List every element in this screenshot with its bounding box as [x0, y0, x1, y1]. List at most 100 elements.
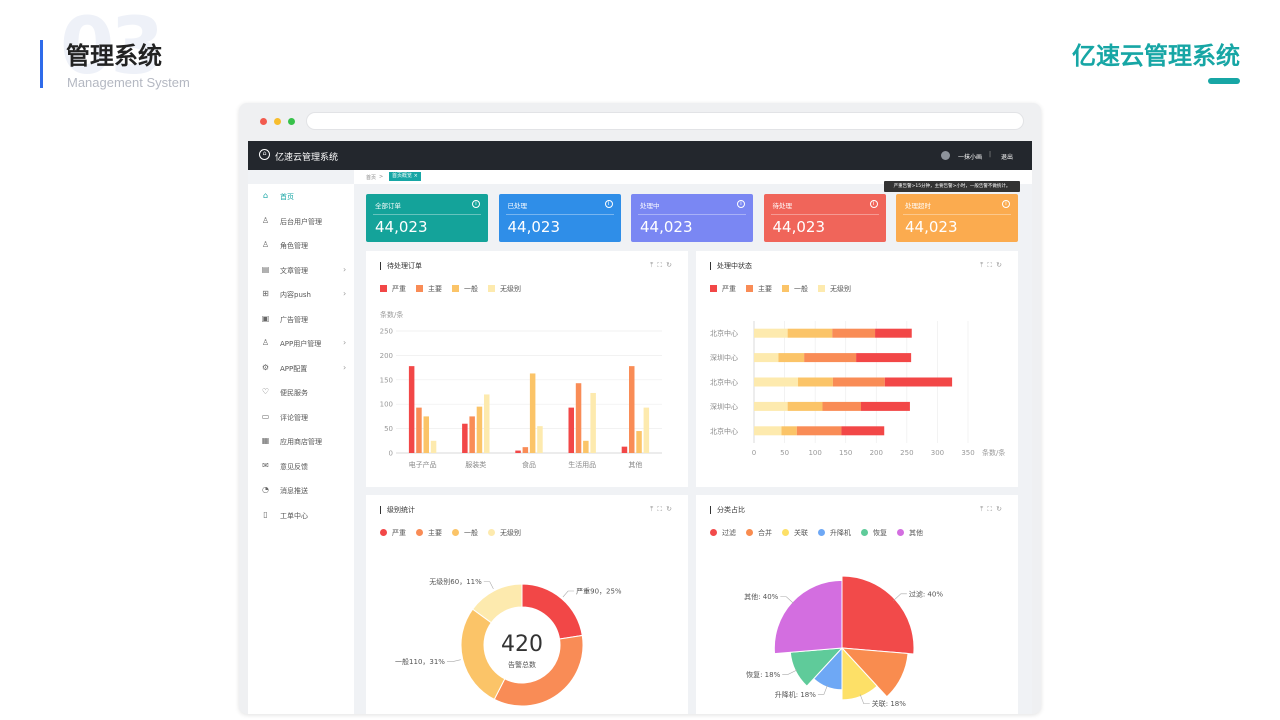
legend-item[interactable]: 过滤: [710, 528, 736, 538]
bar-segment: [832, 328, 876, 338]
sidebar-item[interactable]: ✉ 意见反馈: [248, 456, 354, 476]
chevron-right-icon: ›: [343, 338, 347, 347]
legend-item[interactable]: 一般: [782, 284, 808, 294]
legend-label: 严重: [722, 285, 736, 293]
legend-swatch: [380, 529, 387, 536]
panel-tools-icon[interactable]: ⤒⛶↻: [980, 505, 1006, 513]
legend-item[interactable]: 主要: [416, 528, 442, 538]
legend-swatch: [782, 285, 789, 292]
info-icon[interactable]: i: [1002, 200, 1010, 208]
sidebar-item[interactable]: ♡ 便民服务: [248, 382, 354, 402]
label-leader-line: [817, 684, 828, 695]
sidebar-item[interactable]: ▣ 广告管理: [248, 309, 354, 329]
legend-item[interactable]: 主要: [746, 284, 772, 294]
maximize-dot[interactable]: [288, 118, 295, 125]
y-tick-label: 深圳中心: [710, 353, 738, 362]
sidebar-item[interactable]: ♙ 角色管理: [248, 235, 354, 255]
label-leader-line: [893, 593, 907, 601]
panel-orders: 待处理订单 ⤒⛶↻ 严重 主要 一般 无级别 条数/条 0 50 100 150 200 250 电…: [366, 251, 688, 487]
slice-label: 恢复: 18%: [746, 670, 780, 679]
stat-card[interactable]: 待处理 i 44,023: [763, 194, 886, 242]
info-icon[interactable]: i: [472, 200, 480, 208]
bar: [636, 431, 642, 453]
y-tick-label: 150: [380, 376, 393, 384]
legend-item[interactable]: 严重: [380, 284, 406, 294]
stat-card[interactable]: 已处理 i 44,023: [498, 194, 621, 242]
stat-card-divider: [770, 214, 879, 215]
sidebar-item[interactable]: ⌂ 首页: [248, 186, 354, 206]
panel-tools-icon[interactable]: ⤒⛶↻: [980, 261, 1006, 269]
breadcrumb-home[interactable]: 首页: [366, 175, 377, 181]
sidebar-item[interactable]: ▤ 文章管理 ›: [248, 260, 354, 280]
info-icon[interactable]: i: [737, 200, 745, 208]
slice-label: 严重90，25%: [576, 588, 622, 596]
bar-segment: [781, 426, 797, 436]
legend-item[interactable]: 一般: [452, 528, 478, 538]
tab-close-icon[interactable]: ×: [413, 173, 418, 179]
tab-overview[interactable]: 首页概览 ×: [389, 172, 421, 181]
close-dot[interactable]: [260, 118, 267, 125]
sidebar-item-label: 评论管理: [280, 413, 308, 422]
info-icon[interactable]: i: [869, 200, 878, 208]
panel-status: 处理中状态 ⤒⛶↻ 严重 主要 一般 无级别 0 50 100 150 200 250 300 35…: [696, 251, 1018, 487]
sidebar-item[interactable]: ⚙ APP配置 ›: [248, 358, 354, 378]
minimize-dot[interactable]: [274, 118, 281, 125]
logout-link[interactable]: 退出: [1001, 154, 1014, 161]
bar: [469, 416, 475, 453]
bar-segment: [787, 401, 823, 411]
donut-slice: [460, 608, 506, 701]
avatar[interactable]: [941, 151, 950, 160]
legend-item[interactable]: 合并: [746, 528, 772, 538]
legend-item[interactable]: 恢复: [861, 528, 887, 538]
sidebar-item-label: APP用户管理: [280, 340, 322, 348]
slide-number-watermark: 03: [60, 2, 165, 92]
legend-label: 升降机: [830, 529, 851, 537]
sidebar-item[interactable]: ▯ 工单中心: [248, 505, 354, 525]
legend-item[interactable]: 升降机: [818, 528, 851, 538]
legend-item[interactable]: 无级别: [818, 284, 851, 294]
info-icon[interactable]: i: [604, 200, 613, 208]
legend-item[interactable]: 主要: [416, 284, 442, 294]
slice-label: 过滤: 40%: [909, 589, 943, 598]
legend-item[interactable]: 无级别: [488, 284, 521, 294]
bar-segment: [875, 328, 912, 338]
stat-card[interactable]: 处理中 i 44,023: [631, 194, 753, 242]
levels-legend: 严重 主要 一般 无级别: [380, 528, 531, 538]
sidebar-item[interactable]: ⊞ 内容push ›: [248, 284, 354, 304]
address-bar[interactable]: [306, 112, 1024, 130]
x-tick-label: 其他: [628, 460, 642, 469]
bar: [537, 426, 543, 453]
panel-tools-icon[interactable]: ⤒⛶↻: [650, 505, 676, 513]
legend-swatch: [416, 529, 423, 536]
sidebar-item[interactable]: ◔ 消息推送: [248, 480, 354, 500]
sidebar-item[interactable]: ♙ APP用户管理 ›: [248, 333, 354, 353]
user-name[interactable]: 一抹小画: [958, 154, 983, 161]
app-user-icon: ♙: [261, 338, 270, 347]
legend-swatch: [488, 529, 495, 536]
sidebar-item[interactable]: ▦ 应用商店管理: [248, 431, 354, 451]
sidebar-item[interactable]: ▭ 评论管理: [248, 407, 354, 427]
sidebar-item-label: 工单中心: [280, 511, 308, 520]
stat-card[interactable]: 处理超时 i 44,023: [896, 194, 1018, 242]
legend-item[interactable]: 严重: [710, 284, 736, 294]
y-tick-label: 100: [380, 401, 393, 409]
bar-segment: [754, 401, 788, 411]
legend-item[interactable]: 无级别: [488, 528, 521, 538]
legend-item[interactable]: 一般: [452, 284, 478, 294]
sidebar-item-label: 便民服务: [280, 389, 308, 397]
y-tick-label: 200: [380, 352, 393, 360]
legend-item[interactable]: 严重: [380, 528, 406, 538]
legend-label: 一般: [794, 285, 808, 293]
legend-item[interactable]: 关联: [782, 528, 808, 538]
gear-icon: ⚙: [261, 362, 270, 372]
bar-segment: [778, 353, 805, 363]
bar-segment: [754, 353, 779, 363]
legend-swatch: [416, 285, 423, 292]
sidebar-item[interactable]: ♙ 后台用户管理: [248, 211, 354, 231]
sidebar-item-label: 意见反馈: [280, 462, 308, 471]
sidebar-item-label: 广告管理: [280, 315, 308, 324]
stat-card[interactable]: 全部订单 i 44,023: [366, 194, 488, 242]
panel-tools-icon[interactable]: ⤒⛶↻: [650, 261, 676, 269]
legend-item[interactable]: 其他: [897, 528, 923, 538]
stat-card-label: 处理中: [640, 202, 660, 210]
